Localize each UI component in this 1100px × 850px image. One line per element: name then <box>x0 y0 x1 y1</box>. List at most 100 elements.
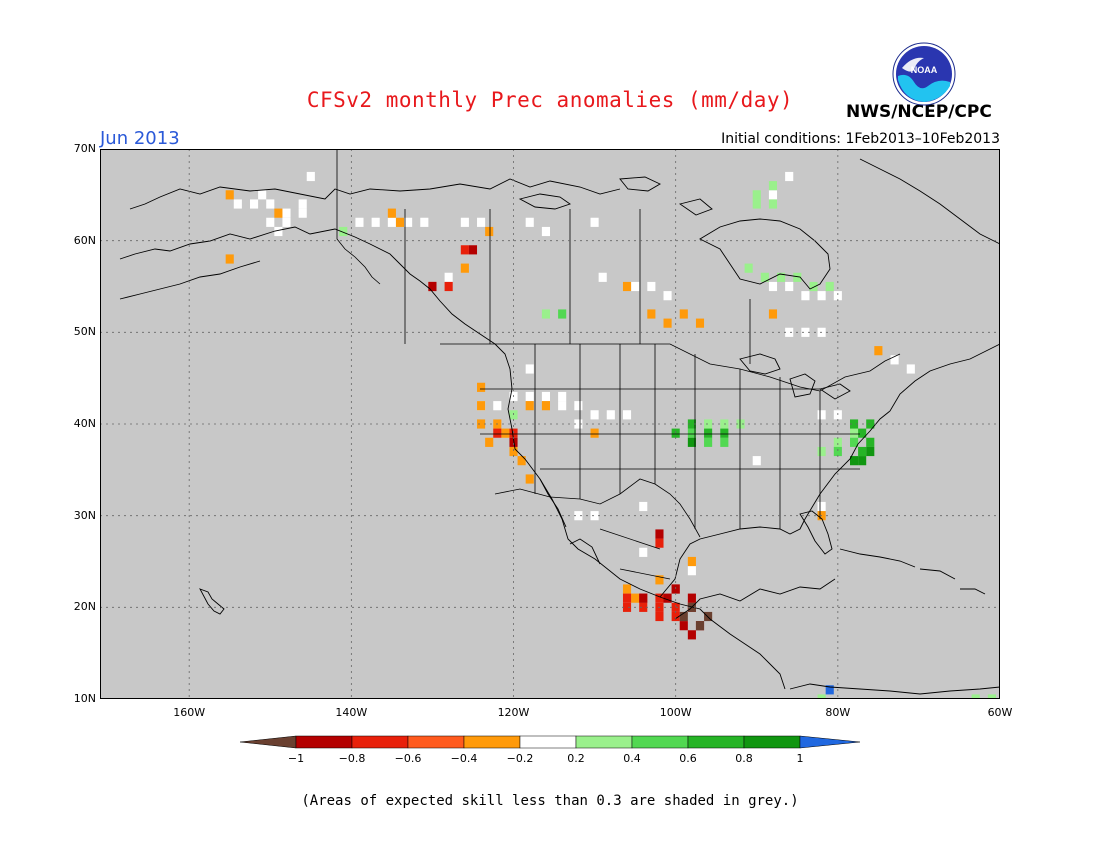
anomaly-cell <box>509 446 518 457</box>
anomaly-cell <box>444 281 453 292</box>
anomaly-cell <box>525 401 534 411</box>
anomaly-cell <box>866 446 875 457</box>
anomaly-cell <box>858 428 867 438</box>
anomaly-cell <box>679 621 688 631</box>
anomaly-cell <box>517 456 526 466</box>
longitude-label: 160W <box>173 706 206 719</box>
anomaly-cell <box>590 511 599 521</box>
anomaly-cell <box>655 529 664 539</box>
anomaly-cell <box>339 226 348 237</box>
legend-tick: −0.8 <box>338 752 366 765</box>
anomaly-cell <box>387 208 396 218</box>
anomaly-cell <box>647 281 656 292</box>
anomaly-cell <box>387 217 396 227</box>
anomaly-cell <box>525 364 534 374</box>
anomaly-cell <box>987 694 996 699</box>
anomaly-cell <box>598 272 607 282</box>
anomaly-cell <box>850 437 859 447</box>
legend-swatch <box>631 735 689 749</box>
anomaly-cell <box>468 245 478 255</box>
anomaly-cell <box>525 391 534 402</box>
anomaly-cell <box>768 181 778 191</box>
anomaly-cell <box>866 419 875 429</box>
anomaly-cell <box>639 602 648 612</box>
anomaly-cell <box>631 593 640 603</box>
anomaly-cell <box>574 419 583 429</box>
anomaly-cell <box>444 272 453 282</box>
anomaly-cell <box>704 428 713 438</box>
latitude-label: 70N <box>73 142 96 155</box>
anomaly-cell <box>655 593 664 603</box>
anomaly-cell <box>485 437 494 447</box>
anomaly-cell <box>687 630 696 640</box>
anomaly-cell <box>395 217 405 227</box>
anomaly-cell <box>809 281 818 292</box>
anomaly-cell <box>306 171 315 182</box>
anomaly-cell <box>541 226 550 237</box>
anomaly-cell <box>801 291 810 301</box>
anomaly-cell <box>850 419 859 429</box>
anomaly-cell <box>428 281 437 292</box>
longitude-label: 120W <box>497 706 530 719</box>
anomaly-cell <box>639 593 648 603</box>
anomaly-cell <box>558 391 567 402</box>
anomaly-cell <box>768 309 778 319</box>
anomaly-cell <box>817 694 826 699</box>
legend-swatch <box>351 735 409 749</box>
anomaly-cell <box>671 611 680 622</box>
anomaly-cell <box>833 446 842 457</box>
anomaly-cell <box>460 217 469 227</box>
anomaly-cell <box>801 327 810 337</box>
lat-lon-gridlines <box>100 149 1000 699</box>
anomaly-cell <box>258 190 267 200</box>
anomaly-cell <box>663 318 672 328</box>
anomaly-cell <box>768 190 778 200</box>
anomaly-cell <box>695 318 705 328</box>
anomaly-cell <box>687 437 696 447</box>
legend-tick: −0.2 <box>506 752 534 765</box>
anomaly-cell <box>558 309 567 319</box>
anomaly-cell <box>266 199 275 209</box>
anomaly-cell <box>460 245 469 255</box>
legend-tick: −1 <box>287 752 305 765</box>
anomaly-cell <box>639 547 648 557</box>
legend-swatch <box>687 735 745 749</box>
anomaly-cell <box>687 593 696 603</box>
anomaly-cell <box>298 199 307 209</box>
anomaly-cell <box>817 446 826 457</box>
anomaly-cell <box>477 382 486 392</box>
anomaly-map <box>100 149 1000 699</box>
longitude-label: 80W <box>825 706 851 719</box>
anomaly-cell <box>752 199 761 209</box>
anomaly-cell <box>574 511 583 521</box>
legend-swatch <box>463 735 521 749</box>
anomaly-cell <box>404 217 413 227</box>
anomaly-cell <box>890 355 899 365</box>
anomaly-cell <box>679 309 688 319</box>
map-title: CFSv2 monthly Prec anomalies (mm/day) <box>306 88 794 112</box>
anomaly-cell <box>663 291 672 301</box>
anomaly-cell <box>485 226 494 237</box>
anomaly-cell <box>282 208 291 218</box>
legend-tick: −0.6 <box>394 752 422 765</box>
anomaly-cell <box>655 538 664 548</box>
anomaly-cell <box>250 199 259 209</box>
anomaly-cell <box>825 685 834 695</box>
anomaly-cell <box>752 456 761 466</box>
anomaly-cell <box>858 446 867 457</box>
anomaly-cell <box>663 593 672 603</box>
anomaly-cell <box>695 621 705 631</box>
anomaly-cell <box>274 208 283 218</box>
anomaly-cell <box>671 602 680 612</box>
color-legend <box>240 735 860 749</box>
anomaly-cell <box>655 611 664 622</box>
anomaly-cell <box>971 694 980 699</box>
anomaly-cell <box>501 428 510 438</box>
anomaly-cell <box>655 575 664 585</box>
legend-tick: 1 <box>796 752 804 765</box>
anomaly-cell <box>477 419 486 429</box>
anomaly-cell <box>622 584 632 594</box>
anomaly-cell <box>460 263 469 273</box>
latitude-label: 30N <box>73 508 96 522</box>
legend-swatch <box>295 735 353 749</box>
